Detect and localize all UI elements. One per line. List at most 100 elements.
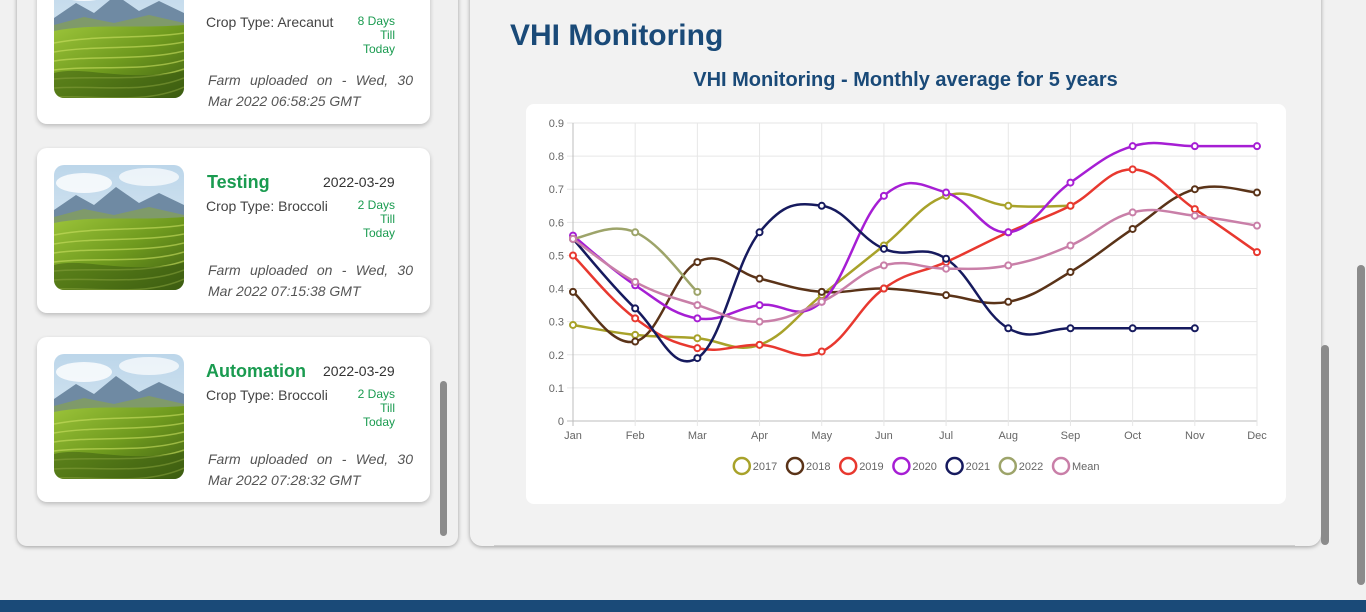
data-point-2020[interactable]	[942, 188, 951, 197]
farm-date: 2022-03-29	[323, 363, 395, 379]
data-point-mean[interactable]	[1004, 261, 1013, 270]
vhi-chart: 0 0.1 0.2 0.3 0.4 0.5 0.6 0.7 0.8 0.9 Jan Feb Mar Apr…	[526, 104, 1286, 504]
y-tick-label: 0.3	[549, 317, 564, 329]
data-point-mean[interactable]	[1128, 208, 1137, 217]
x-tick-label: Nov	[1185, 430, 1205, 442]
farm-card[interactable]: Automation 2022-03-29 Crop Type: Broccol…	[37, 337, 430, 502]
data-point-2021[interactable]	[879, 244, 888, 253]
data-point-2018[interactable]	[1066, 268, 1075, 276]
x-tick-label: Sep	[1061, 430, 1081, 442]
data-point-2020[interactable]	[1190, 142, 1199, 151]
page-scrollbar[interactable]	[1357, 265, 1365, 585]
data-point-2019[interactable]	[1128, 165, 1137, 174]
data-point-2018[interactable]	[569, 287, 577, 296]
legend-label-2021[interactable]: 2021	[966, 461, 990, 473]
farm-name[interactable]: Testing	[207, 172, 270, 192]
data-point-2022[interactable]	[693, 287, 702, 296]
x-tick-label: Oct	[1124, 430, 1141, 442]
days-today-word: Today	[362, 42, 395, 56]
legend-marker-2020[interactable]	[892, 456, 911, 476]
data-point-2018[interactable]	[1128, 224, 1137, 233]
data-point-mean[interactable]	[569, 234, 577, 243]
data-point-2019[interactable]	[1253, 248, 1261, 257]
data-point-2018[interactable]	[755, 274, 764, 283]
data-point-2020[interactable]	[1128, 142, 1137, 151]
farm-card[interactable]: Crop Type: Arecanut 8 Days Till Today Fa…	[37, 0, 430, 124]
farm-crop-type: Crop Type: Arecanut	[206, 14, 334, 30]
data-point-2018[interactable]	[817, 287, 826, 296]
days-till-word: Till	[380, 28, 395, 42]
farm-card[interactable]: Testing 2022-03-29 Crop Type: Broccoli 2…	[37, 148, 430, 313]
data-point-2019[interactable]	[755, 340, 764, 349]
data-point-2021[interactable]	[1128, 324, 1137, 333]
data-point-2022[interactable]	[631, 228, 640, 237]
legend-label-2019[interactable]: 2019	[859, 461, 883, 473]
data-point-2019[interactable]	[1066, 201, 1075, 210]
data-point-2020[interactable]	[1004, 228, 1013, 237]
data-point-mean[interactable]	[693, 301, 702, 310]
data-point-mean[interactable]	[879, 261, 888, 270]
data-point-2021[interactable]	[1190, 324, 1199, 333]
farm-list-scrollbar[interactable]	[440, 381, 447, 536]
legend-marker-2021[interactable]	[945, 456, 964, 476]
data-point-2018[interactable]	[631, 337, 640, 346]
legend-marker-2022[interactable]	[998, 456, 1018, 476]
data-point-2018[interactable]	[693, 258, 702, 267]
x-tick-label: Dec	[1247, 430, 1267, 442]
data-point-2021[interactable]	[631, 304, 640, 313]
data-point-2020[interactable]	[1066, 178, 1075, 187]
data-point-2018[interactable]	[1253, 188, 1261, 197]
legend-label-2022[interactable]: 2022	[1019, 461, 1043, 473]
data-point-mean[interactable]	[631, 277, 640, 286]
legend-marker-mean[interactable]	[1051, 456, 1071, 476]
x-tick-label: Mar	[688, 430, 707, 442]
x-tick-label: May	[811, 430, 832, 442]
data-point-2021[interactable]	[1004, 324, 1013, 333]
data-point-2017[interactable]	[569, 320, 577, 329]
legend-label-2017[interactable]: 2017	[753, 461, 777, 473]
farm-upload-info: Farm uploaded on - Wed, 30 Mar 2022 07:2…	[208, 451, 413, 488]
data-point-2020[interactable]	[879, 191, 888, 200]
data-point-2020[interactable]	[693, 314, 702, 323]
y-tick-label: 0.9	[549, 118, 564, 130]
content-scrollbar[interactable]	[1321, 345, 1329, 545]
data-point-mean[interactable]	[1190, 211, 1199, 220]
days-count: 2 Days	[357, 387, 395, 401]
farm-name[interactable]: Automation	[206, 361, 306, 381]
data-point-2019[interactable]	[817, 347, 826, 356]
data-point-2019[interactable]	[693, 344, 702, 353]
data-point-2018[interactable]	[942, 291, 951, 300]
vhi-line-chart: 0 0.1 0.2 0.3 0.4 0.5 0.6 0.7 0.8 0.9 Jan Feb Mar Apr…	[549, 118, 1267, 476]
data-point-2017[interactable]	[1004, 201, 1013, 210]
data-point-2020[interactable]	[755, 301, 764, 310]
data-point-2018[interactable]	[1190, 185, 1199, 194]
data-point-2021[interactable]	[817, 201, 826, 210]
data-point-2019[interactable]	[1190, 205, 1199, 214]
data-point-2017[interactable]	[631, 330, 640, 339]
data-point-2020[interactable]	[1253, 142, 1261, 151]
legend-marker-2018[interactable]	[785, 456, 805, 476]
legend-label-2018[interactable]: 2018	[806, 461, 830, 473]
data-point-2019[interactable]	[569, 251, 577, 260]
data-point-2021[interactable]	[693, 354, 702, 363]
data-point-2021[interactable]	[1066, 324, 1075, 333]
data-point-mean[interactable]	[1253, 221, 1261, 230]
x-tick-label: Apr	[751, 430, 768, 442]
legend-label-mean[interactable]: Mean	[1072, 461, 1100, 473]
legend-marker-2017[interactable]	[732, 456, 752, 476]
data-point-2021[interactable]	[755, 228, 764, 237]
data-point-2018[interactable]	[1004, 297, 1013, 306]
data-point-2017[interactable]	[693, 334, 702, 343]
data-point-mean[interactable]	[1066, 241, 1075, 250]
legend-marker-2019[interactable]	[838, 456, 858, 476]
data-point-mean[interactable]	[755, 317, 764, 326]
data-point-2021[interactable]	[942, 254, 951, 263]
x-tick-label: Jun	[875, 430, 893, 442]
series-line-2018	[572, 185, 1258, 344]
data-point-mean[interactable]	[942, 264, 951, 273]
data-point-2019[interactable]	[631, 314, 640, 323]
data-point-mean[interactable]	[817, 297, 826, 306]
panel-divider	[494, 545, 1295, 546]
data-point-2019[interactable]	[879, 284, 888, 293]
legend-label-2020[interactable]: 2020	[912, 461, 936, 473]
